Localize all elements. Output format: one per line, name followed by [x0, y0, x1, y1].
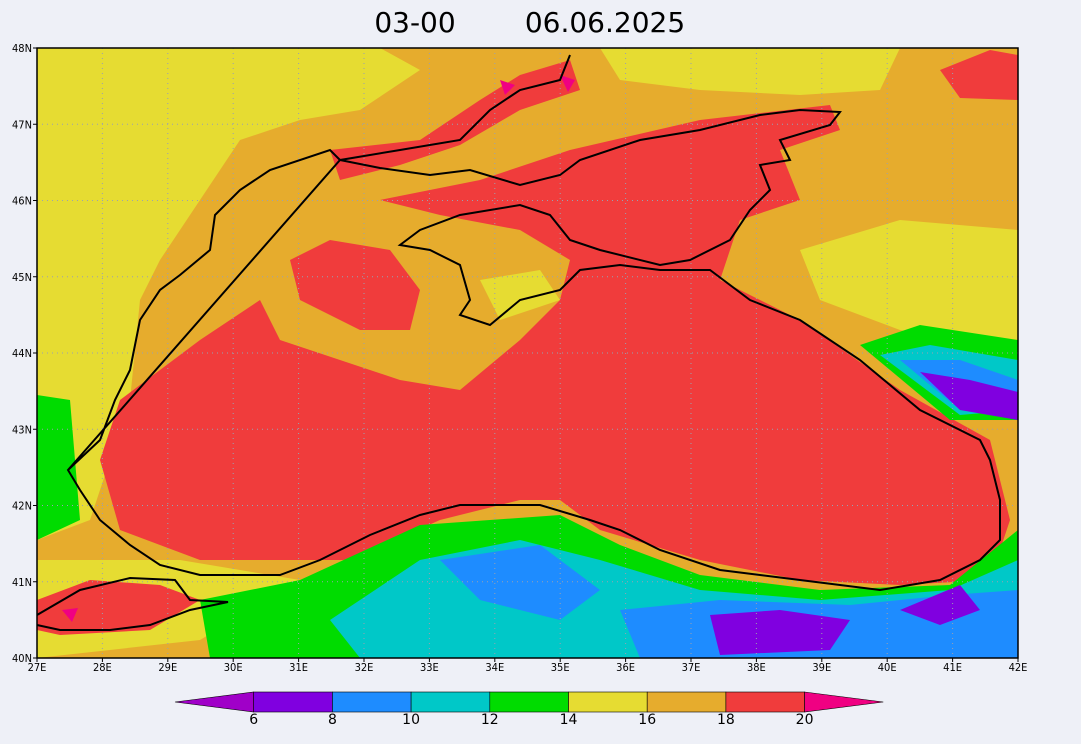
- colorbar-label: 16: [638, 712, 656, 728]
- colorbar-label: 10: [402, 712, 420, 728]
- field-region: [290, 240, 420, 330]
- lat-label: 40N: [12, 652, 32, 665]
- field: [37, 48, 1018, 658]
- colorbar-segment: [253, 691, 333, 713]
- lon-label: 27E: [28, 661, 47, 674]
- field-region: [800, 220, 1018, 350]
- colorbar-label: 12: [481, 712, 499, 728]
- date-label: 06.06.2025: [525, 6, 685, 39]
- colorbar-arrow: [174, 691, 254, 713]
- field-region: [900, 585, 980, 625]
- lat-label: 41N: [12, 576, 32, 589]
- lon-label: 39E: [812, 661, 831, 674]
- lat-label: 44N: [12, 347, 32, 360]
- lon-label: 37E: [682, 661, 701, 674]
- lon-label: 33E: [420, 661, 439, 674]
- colorbar-segment: [410, 691, 491, 713]
- field-region: [940, 50, 1018, 100]
- field-region: [330, 60, 580, 180]
- field-region: [480, 270, 560, 320]
- coastline: [36, 54, 1001, 631]
- field-region: [600, 48, 900, 95]
- lon-label: 38E: [747, 661, 766, 674]
- colorbar-label: 6: [249, 712, 258, 728]
- colorbar-segment: [646, 691, 727, 713]
- lon-label: 36E: [616, 661, 635, 674]
- colorbar: 6 8 10 12 14 16 18 20: [174, 691, 884, 728]
- colorbar-label: 18: [717, 712, 735, 728]
- field-region: [100, 105, 1010, 585]
- colorbar-label: 8: [328, 712, 337, 728]
- lat-label: 43N: [12, 423, 32, 436]
- lon-label: 29E: [158, 661, 177, 674]
- lat-label: 42N: [12, 500, 32, 513]
- field-region: [920, 372, 1018, 420]
- field-region: [37, 48, 420, 540]
- lon-label: 40E: [878, 661, 897, 674]
- lon-label: 34E: [485, 661, 504, 674]
- lon-label: 28E: [93, 661, 112, 674]
- lon-label: 35E: [551, 661, 570, 674]
- lon-label: 42E: [1009, 661, 1028, 674]
- lon-label: 31E: [289, 661, 308, 674]
- lon-label: 32E: [355, 661, 374, 674]
- colorbar-label: 20: [796, 712, 814, 728]
- lat-label: 47N: [12, 118, 32, 131]
- time-label: 03-00: [374, 6, 455, 39]
- colorbar-segment: [332, 691, 412, 713]
- field-region: [710, 610, 850, 655]
- lat-label: 46N: [12, 195, 32, 208]
- colorbar-segment: [489, 691, 569, 713]
- axis-labels: 27E 28E 29E 30E 31E 32E 33E 34E 35E 36E 37E 38E 39E 4…: [12, 42, 1027, 674]
- colorbar-arrow: [804, 691, 884, 713]
- lon-label: 41E: [943, 661, 962, 674]
- lon-label: 30E: [224, 661, 243, 674]
- colorbar-segment: [725, 691, 805, 713]
- lat-label: 48N: [12, 42, 32, 55]
- colorbar-segment: [568, 691, 648, 713]
- field-region: [37, 395, 80, 540]
- lat-label: 45N: [12, 271, 32, 284]
- colorbar-label: 14: [560, 712, 578, 728]
